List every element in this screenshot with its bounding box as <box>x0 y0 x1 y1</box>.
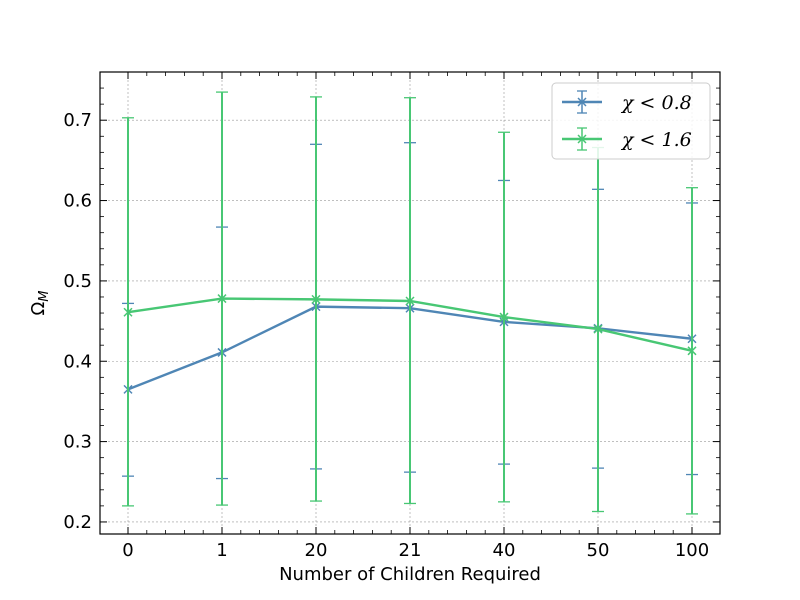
y-tick-label: 0.6 <box>63 191 92 212</box>
data-point-stroke-b <box>687 346 697 356</box>
x-axis-label: Number of Children Required <box>279 564 541 585</box>
legend: χ < 0.8 χ < 1.6 <box>551 82 711 160</box>
x-tick-label: 50 <box>587 540 610 561</box>
y-axis-label-subscript: M <box>37 291 52 302</box>
x-tick-label: 40 <box>493 540 516 561</box>
series-layer <box>122 91 698 515</box>
data-point-stroke-b <box>217 294 227 304</box>
data-point <box>593 324 603 334</box>
x-tick-label: 21 <box>399 540 422 561</box>
data-point <box>687 346 697 356</box>
legend-item: χ < 0.8 <box>562 90 692 114</box>
y-axis-label-main: Ω <box>28 301 49 315</box>
y-axis-label: ΩM <box>28 291 52 316</box>
data-point <box>499 312 509 322</box>
data-point-stroke-b <box>405 296 415 306</box>
legend-marker-b <box>577 97 587 107</box>
y-tick-label: 0.5 <box>63 271 92 292</box>
legend-label: χ < 1.6 <box>620 129 692 151</box>
data-point <box>217 294 227 304</box>
data-point-stroke-b <box>593 324 603 334</box>
data-point-stroke-b <box>311 294 321 304</box>
legend-item: χ < 1.6 <box>562 127 692 151</box>
data-point <box>405 296 415 306</box>
y-tick-label: 0.7 <box>63 110 92 131</box>
legend-marker-b <box>577 134 587 144</box>
ticks-layer: 0 1 20 21 40 50 100 0.2 0.3 0.4 0.5 0.6 0.7 <box>63 71 720 561</box>
legend-label: χ < 0.8 <box>620 92 692 114</box>
x-tick-label: 20 <box>305 540 328 561</box>
data-point <box>311 294 321 304</box>
y-tick-label: 0.4 <box>63 351 92 372</box>
series-1 <box>122 91 698 515</box>
data-point-stroke-b <box>499 312 509 322</box>
data-point-stroke-b <box>123 307 133 317</box>
x-tick-label: 0 <box>122 540 133 561</box>
data-point <box>123 307 133 317</box>
y-tick-label: 0.2 <box>63 512 92 533</box>
x-tick-label: 100 <box>675 540 709 561</box>
x-tick-label: 1 <box>216 540 227 561</box>
y-tick-label: 0.3 <box>63 432 92 453</box>
